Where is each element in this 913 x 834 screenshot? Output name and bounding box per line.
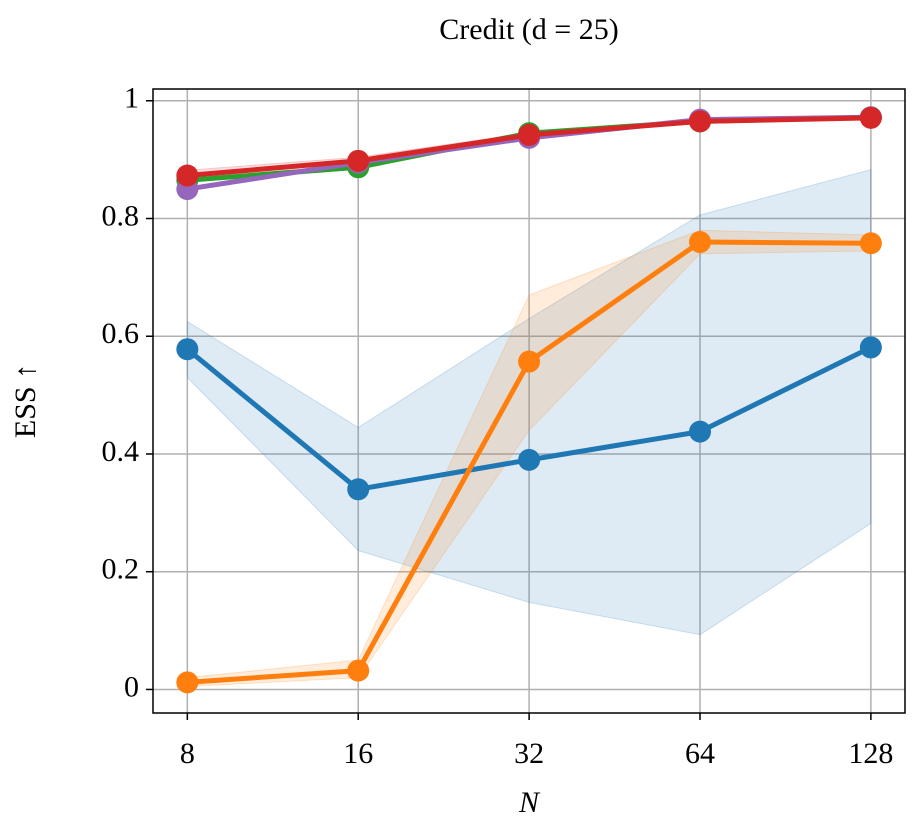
point — [688, 231, 711, 254]
point — [859, 106, 882, 129]
y-tick-label: 0.6 — [102, 317, 140, 350]
plot-frame — [152, 88, 906, 714]
point — [688, 420, 711, 443]
point — [859, 336, 882, 359]
y-tick-label: 0 — [124, 670, 139, 703]
point — [859, 232, 882, 255]
x-axis-label: N — [518, 786, 541, 819]
y-axis-label: ESS ↑ — [9, 364, 42, 438]
point — [347, 478, 370, 501]
y-tick-label: 0.2 — [102, 553, 140, 586]
point — [518, 350, 541, 373]
point — [518, 123, 541, 146]
point — [688, 110, 711, 133]
x-tick-label: 32 — [514, 737, 544, 770]
x-tick-label: 128 — [848, 737, 893, 770]
confidence-band — [186, 168, 872, 636]
x-tick-label: 8 — [180, 737, 195, 770]
point — [176, 164, 199, 187]
point — [518, 448, 541, 471]
x-tick-label: 64 — [685, 737, 715, 770]
chart-title: Credit (d = 25) — [439, 13, 618, 46]
y-tick-label: 0.4 — [102, 435, 140, 468]
point — [176, 671, 199, 694]
y-tick-label: 1 — [124, 82, 139, 115]
point — [347, 659, 370, 682]
point — [176, 338, 199, 361]
point — [347, 149, 370, 172]
y-tick-label: 0.8 — [102, 199, 140, 232]
x-tick-label: 16 — [343, 737, 373, 770]
